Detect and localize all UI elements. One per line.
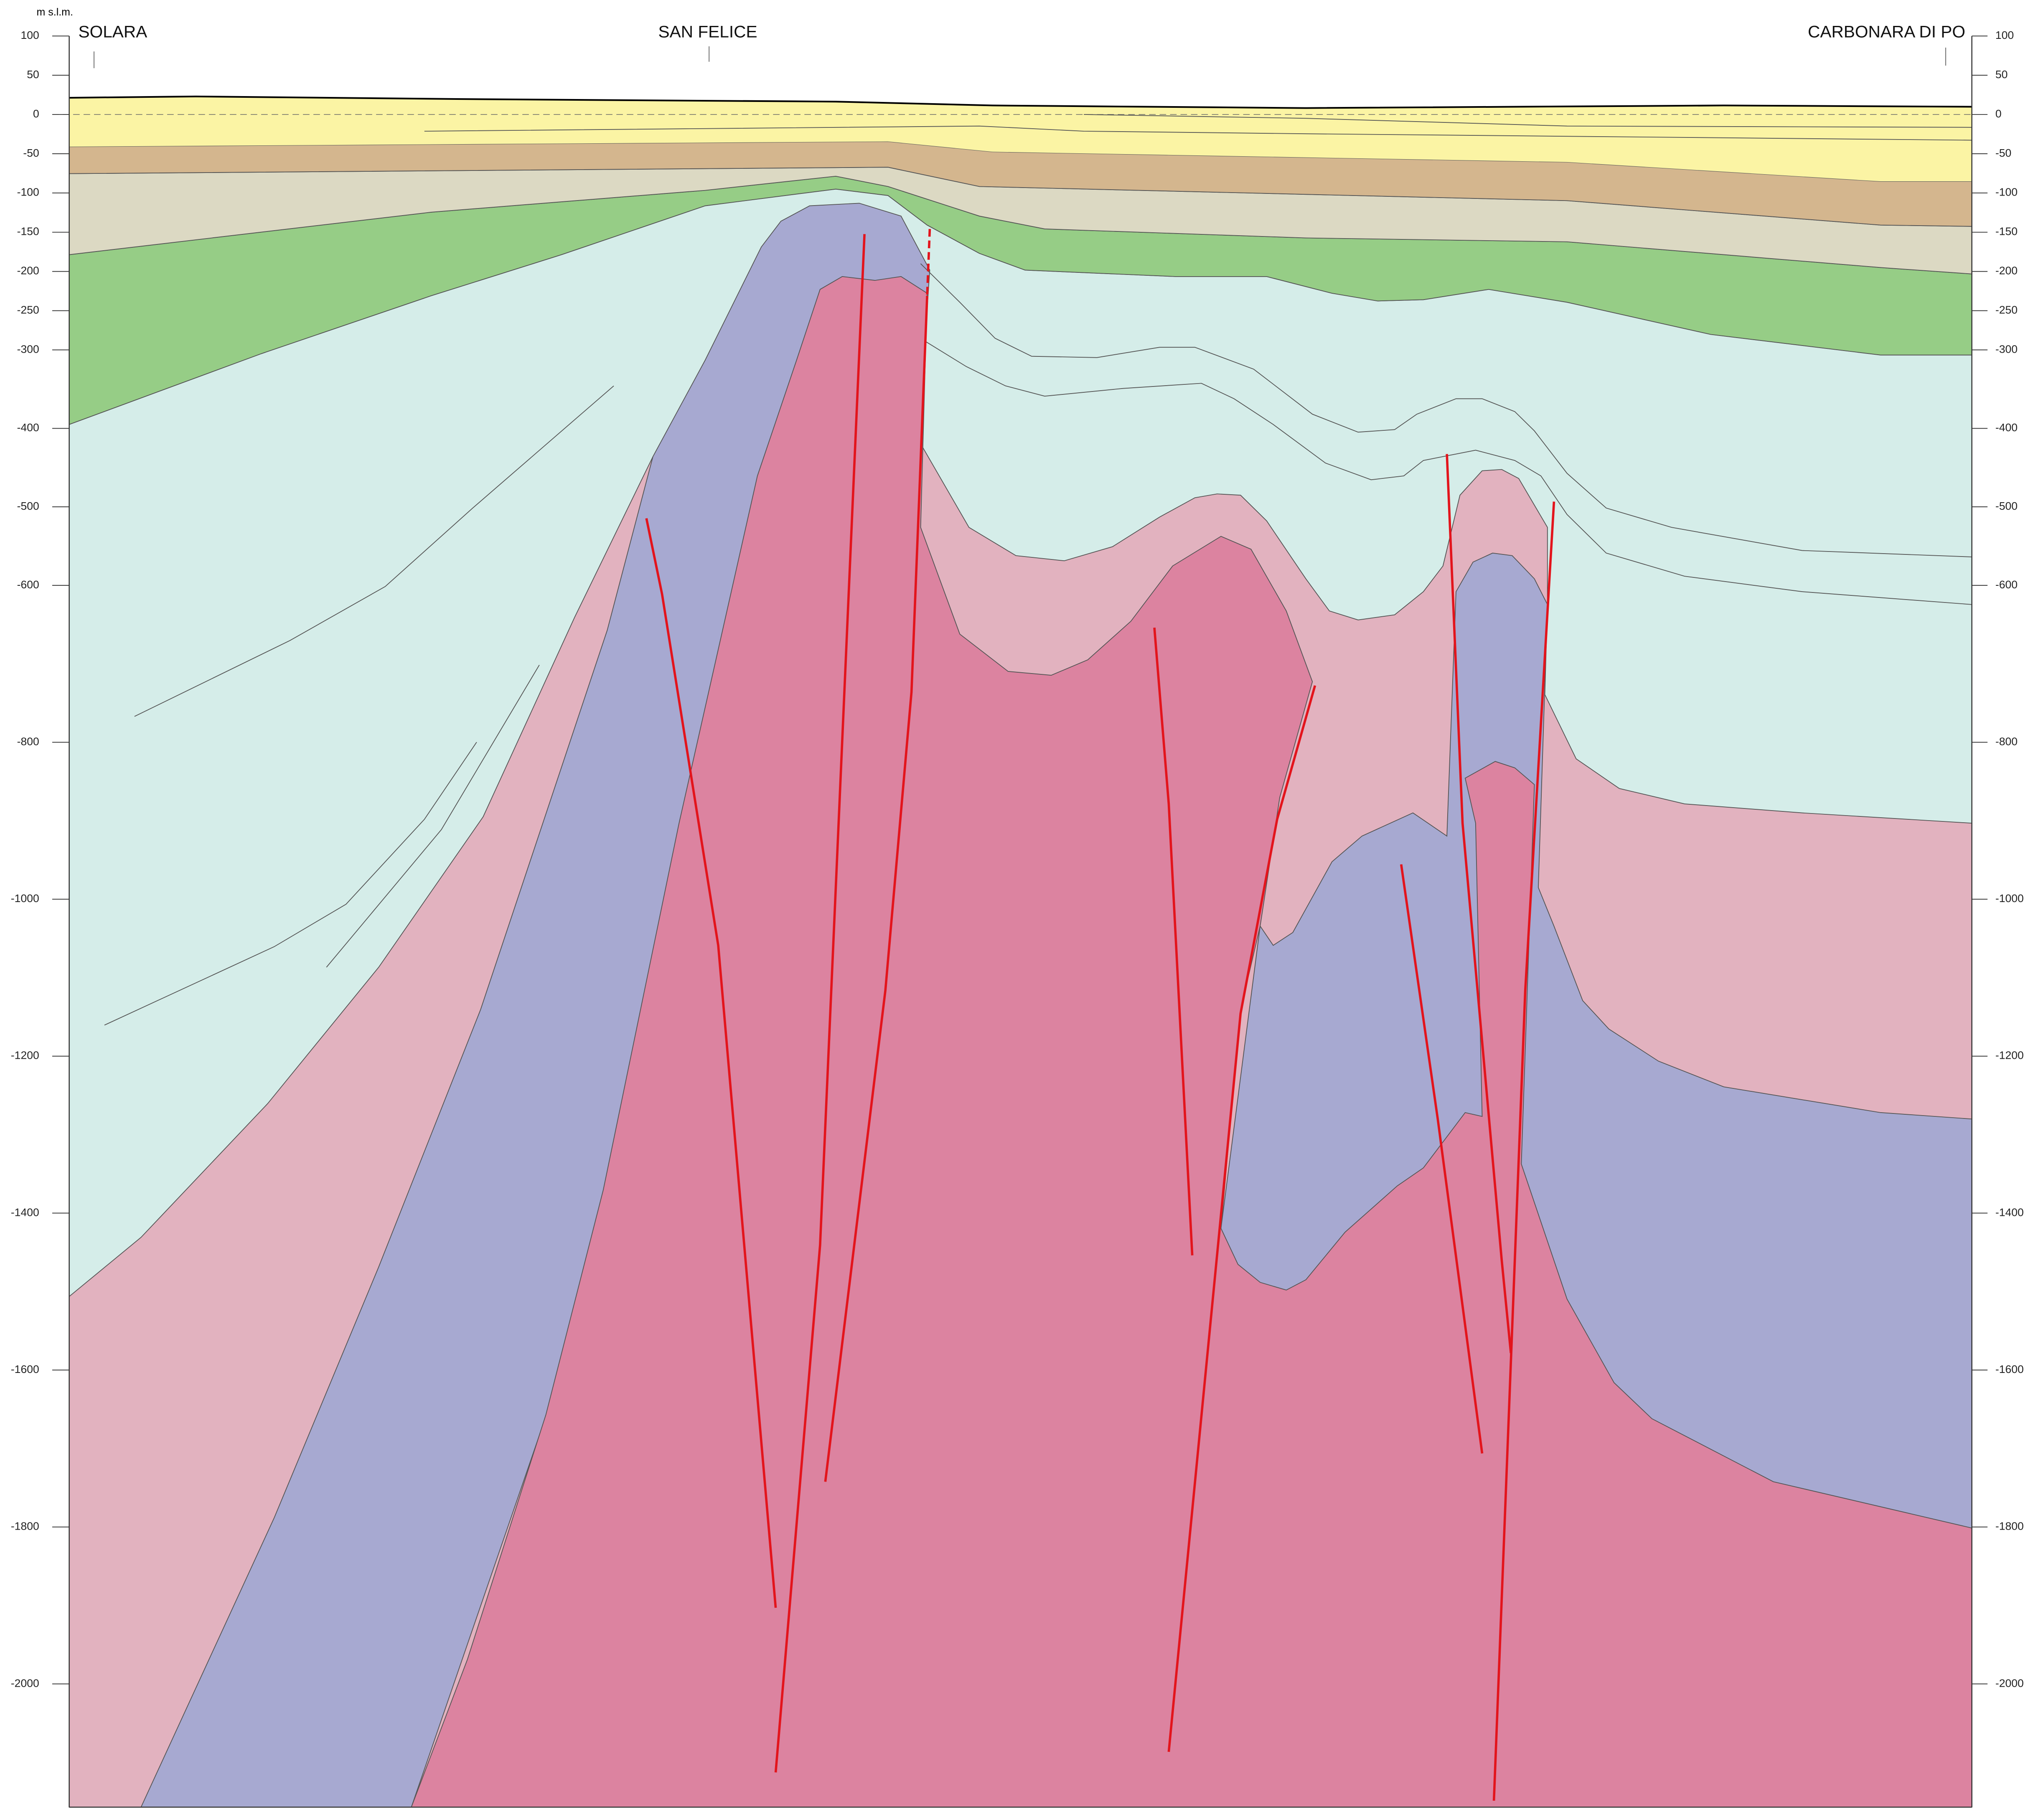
y-tick-label: 0 bbox=[33, 107, 39, 120]
y-tick-label: -400 bbox=[17, 421, 39, 434]
y-tick-label: -1000 bbox=[11, 892, 39, 905]
y-tick-label: -400 bbox=[1995, 421, 2018, 434]
cross-section: m s.l.m. SOLARA SAN FELICE CARBONARA DI … bbox=[0, 0, 2028, 1820]
y-tick-label: -1800 bbox=[11, 1520, 39, 1533]
place-name: SAN FELICE bbox=[658, 22, 757, 41]
y-tick-label: -500 bbox=[17, 500, 39, 512]
y-tick-label: -1000 bbox=[1995, 892, 2024, 905]
y-tick-label: -600 bbox=[17, 578, 39, 591]
y-tick-label: -1200 bbox=[11, 1049, 39, 1062]
y-tick-label: -1800 bbox=[1995, 1520, 2024, 1533]
y-tick-label: -1200 bbox=[1995, 1049, 2024, 1062]
axis-unit: m s.l.m. bbox=[37, 7, 73, 18]
y-tick-label: -100 bbox=[17, 186, 39, 198]
y-tick-label: -2000 bbox=[11, 1677, 39, 1689]
y-tick-label: -150 bbox=[1995, 225, 2018, 238]
y-tick-label: 100 bbox=[20, 29, 39, 41]
place-name: SOLARA bbox=[79, 22, 147, 41]
y-tick-label: -300 bbox=[17, 343, 39, 356]
y-tick-label: -1600 bbox=[11, 1363, 39, 1375]
y-tick-label: 50 bbox=[27, 68, 39, 81]
y-tick-label: -100 bbox=[1995, 186, 2018, 198]
y-tick-label: -600 bbox=[1995, 578, 2018, 591]
y-tick-label: 50 bbox=[1995, 68, 2008, 81]
y-tick-label: -2000 bbox=[1995, 1677, 2024, 1689]
y-tick-label: -250 bbox=[1995, 304, 2018, 316]
y-tick-label: 100 bbox=[1995, 29, 2014, 41]
y-tick-label: -1400 bbox=[11, 1206, 39, 1219]
y-tick-label: -1600 bbox=[1995, 1363, 2024, 1375]
place-name: CARBONARA DI PO bbox=[1808, 22, 1965, 41]
y-tick-label: -300 bbox=[1995, 343, 2018, 356]
y-tick-label: 0 bbox=[1995, 107, 2002, 120]
y-tick-label: -250 bbox=[17, 304, 39, 316]
y-tick-label: -150 bbox=[17, 225, 39, 238]
y-tick-label: -500 bbox=[1995, 500, 2018, 512]
y-tick-label: -800 bbox=[1995, 735, 2018, 748]
y-tick-label: -200 bbox=[17, 264, 39, 277]
y-tick-label: -1400 bbox=[1995, 1206, 2024, 1219]
y-tick-label: -50 bbox=[23, 147, 39, 159]
y-tick-label: -200 bbox=[1995, 264, 2018, 277]
y-tick-label: -50 bbox=[1995, 147, 2011, 159]
y-tick-label: -800 bbox=[17, 735, 39, 748]
